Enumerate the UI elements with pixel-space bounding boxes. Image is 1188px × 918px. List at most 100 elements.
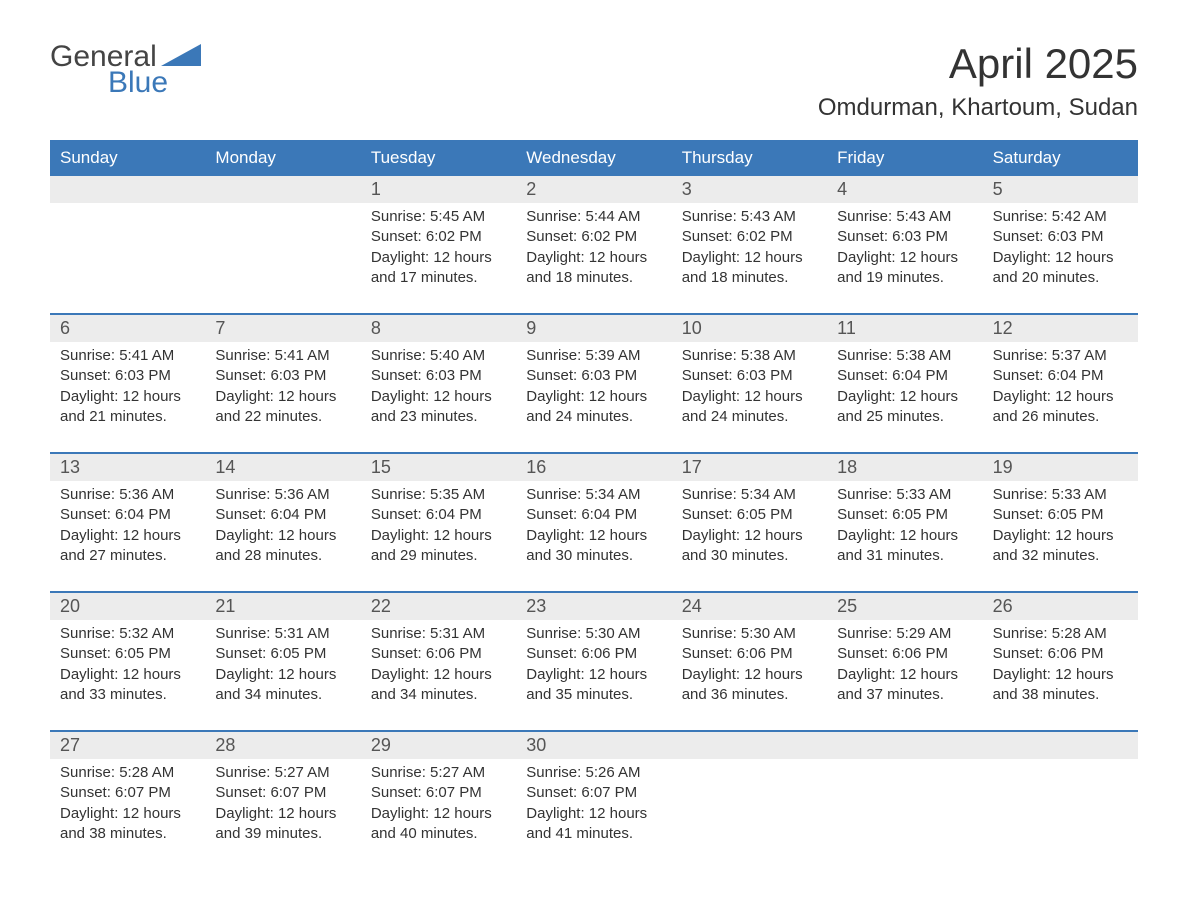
sunrise-text: Sunrise: 5:30 AM	[682, 624, 817, 644]
sunrise-text: Sunrise: 5:36 AM	[60, 485, 195, 505]
daylight-text: Daylight: 12 hours and 36 minutes.	[682, 665, 817, 706]
weeks-container: 12345Sunrise: 5:45 AMSunset: 6:02 PMDayl…	[50, 176, 1138, 869]
sunrise-text: Sunrise: 5:38 AM	[682, 346, 817, 366]
day-detail: Sunrise: 5:26 AMSunset: 6:07 PMDaylight:…	[516, 759, 671, 855]
day-number: 5	[983, 176, 1138, 203]
sunrise-text: Sunrise: 5:39 AM	[526, 346, 661, 366]
day-number: 10	[672, 315, 827, 342]
day-header: Saturday	[983, 140, 1138, 176]
day-header: Thursday	[672, 140, 827, 176]
sunset-text: Sunset: 6:05 PM	[60, 644, 195, 664]
day-number: 1	[361, 176, 516, 203]
sunrise-text: Sunrise: 5:30 AM	[526, 624, 661, 644]
daylight-text: Daylight: 12 hours and 34 minutes.	[215, 665, 350, 706]
sunset-text: Sunset: 6:06 PM	[526, 644, 661, 664]
day-number: 18	[827, 454, 982, 481]
sunset-text: Sunset: 6:04 PM	[215, 505, 350, 525]
day-number: 25	[827, 593, 982, 620]
day-detail: Sunrise: 5:41 AMSunset: 6:03 PMDaylight:…	[50, 342, 205, 438]
sunrise-text: Sunrise: 5:33 AM	[837, 485, 972, 505]
day-number: 28	[205, 732, 360, 759]
daylight-text: Daylight: 12 hours and 26 minutes.	[993, 387, 1128, 428]
day-detail: Sunrise: 5:39 AMSunset: 6:03 PMDaylight:…	[516, 342, 671, 438]
sunrise-text: Sunrise: 5:35 AM	[371, 485, 506, 505]
day-header: Sunday	[50, 140, 205, 176]
brand-flag-icon	[161, 44, 201, 66]
day-number-row: 12345	[50, 176, 1138, 203]
title-block: April 2025 Omdurman, Khartoum, Sudan	[818, 40, 1138, 122]
sunset-text: Sunset: 6:04 PM	[526, 505, 661, 525]
sunset-text: Sunset: 6:02 PM	[371, 227, 506, 247]
day-number: 14	[205, 454, 360, 481]
day-number: 17	[672, 454, 827, 481]
day-header: Tuesday	[361, 140, 516, 176]
daylight-text: Daylight: 12 hours and 23 minutes.	[371, 387, 506, 428]
day-number: 21	[205, 593, 360, 620]
day-header: Friday	[827, 140, 982, 176]
day-detail-row: Sunrise: 5:28 AMSunset: 6:07 PMDaylight:…	[50, 759, 1138, 869]
day-number: 4	[827, 176, 982, 203]
day-number: 2	[516, 176, 671, 203]
sunset-text: Sunset: 6:07 PM	[215, 783, 350, 803]
day-number: 19	[983, 454, 1138, 481]
daylight-text: Daylight: 12 hours and 18 minutes.	[682, 248, 817, 289]
daylight-text: Daylight: 12 hours and 28 minutes.	[215, 526, 350, 567]
week-block: 27282930Sunrise: 5:28 AMSunset: 6:07 PMD…	[50, 732, 1138, 869]
day-number: 3	[672, 176, 827, 203]
day-detail	[827, 759, 982, 855]
day-detail: Sunrise: 5:36 AMSunset: 6:04 PMDaylight:…	[205, 481, 360, 577]
sunset-text: Sunset: 6:05 PM	[837, 505, 972, 525]
day-detail: Sunrise: 5:33 AMSunset: 6:05 PMDaylight:…	[827, 481, 982, 577]
day-header-row: Sunday Monday Tuesday Wednesday Thursday…	[50, 140, 1138, 176]
day-number: 16	[516, 454, 671, 481]
sunrise-text: Sunrise: 5:33 AM	[993, 485, 1128, 505]
day-detail: Sunrise: 5:35 AMSunset: 6:04 PMDaylight:…	[361, 481, 516, 577]
day-number	[50, 176, 205, 203]
daylight-text: Daylight: 12 hours and 40 minutes.	[371, 804, 506, 845]
sunset-text: Sunset: 6:05 PM	[993, 505, 1128, 525]
day-detail: Sunrise: 5:30 AMSunset: 6:06 PMDaylight:…	[516, 620, 671, 716]
daylight-text: Daylight: 12 hours and 34 minutes.	[371, 665, 506, 706]
day-header: Monday	[205, 140, 360, 176]
calendar: Sunday Monday Tuesday Wednesday Thursday…	[50, 140, 1138, 869]
day-detail: Sunrise: 5:31 AMSunset: 6:06 PMDaylight:…	[361, 620, 516, 716]
sunset-text: Sunset: 6:05 PM	[682, 505, 817, 525]
day-number	[827, 732, 982, 759]
sunset-text: Sunset: 6:03 PM	[837, 227, 972, 247]
day-detail: Sunrise: 5:38 AMSunset: 6:04 PMDaylight:…	[827, 342, 982, 438]
day-number-row: 27282930	[50, 732, 1138, 759]
day-number-row: 6789101112	[50, 315, 1138, 342]
day-detail: Sunrise: 5:45 AMSunset: 6:02 PMDaylight:…	[361, 203, 516, 299]
sunset-text: Sunset: 6:02 PM	[682, 227, 817, 247]
sunrise-text: Sunrise: 5:27 AM	[371, 763, 506, 783]
day-number: 12	[983, 315, 1138, 342]
day-detail: Sunrise: 5:34 AMSunset: 6:05 PMDaylight:…	[672, 481, 827, 577]
day-number: 24	[672, 593, 827, 620]
sunrise-text: Sunrise: 5:31 AM	[371, 624, 506, 644]
day-number: 7	[205, 315, 360, 342]
sunrise-text: Sunrise: 5:41 AM	[60, 346, 195, 366]
day-number: 26	[983, 593, 1138, 620]
location-text: Omdurman, Khartoum, Sudan	[818, 94, 1138, 122]
daylight-text: Daylight: 12 hours and 35 minutes.	[526, 665, 661, 706]
sunrise-text: Sunrise: 5:28 AM	[993, 624, 1128, 644]
day-detail: Sunrise: 5:36 AMSunset: 6:04 PMDaylight:…	[50, 481, 205, 577]
sunrise-text: Sunrise: 5:28 AM	[60, 763, 195, 783]
sunset-text: Sunset: 6:07 PM	[60, 783, 195, 803]
sunset-text: Sunset: 6:07 PM	[371, 783, 506, 803]
daylight-text: Daylight: 12 hours and 19 minutes.	[837, 248, 972, 289]
day-detail: Sunrise: 5:28 AMSunset: 6:07 PMDaylight:…	[50, 759, 205, 855]
sunrise-text: Sunrise: 5:34 AM	[682, 485, 817, 505]
day-number	[205, 176, 360, 203]
daylight-text: Daylight: 12 hours and 20 minutes.	[993, 248, 1128, 289]
sunrise-text: Sunrise: 5:42 AM	[993, 207, 1128, 227]
day-detail	[205, 203, 360, 299]
daylight-text: Daylight: 12 hours and 38 minutes.	[60, 804, 195, 845]
day-detail: Sunrise: 5:37 AMSunset: 6:04 PMDaylight:…	[983, 342, 1138, 438]
day-detail-row: Sunrise: 5:32 AMSunset: 6:05 PMDaylight:…	[50, 620, 1138, 730]
day-detail: Sunrise: 5:27 AMSunset: 6:07 PMDaylight:…	[205, 759, 360, 855]
brand-word2: Blue	[108, 66, 168, 100]
daylight-text: Daylight: 12 hours and 30 minutes.	[526, 526, 661, 567]
sunrise-text: Sunrise: 5:40 AM	[371, 346, 506, 366]
sunset-text: Sunset: 6:06 PM	[682, 644, 817, 664]
